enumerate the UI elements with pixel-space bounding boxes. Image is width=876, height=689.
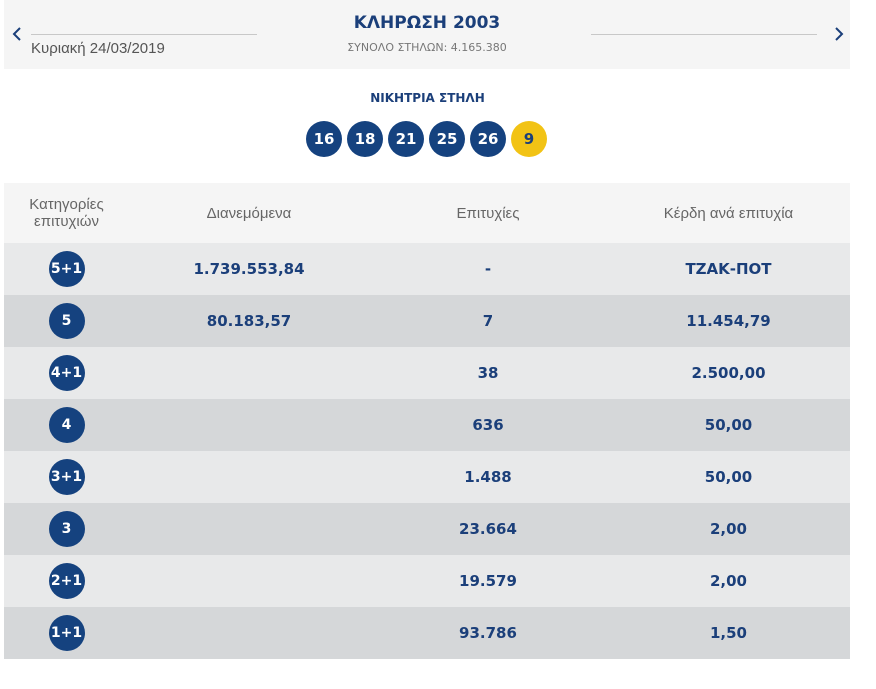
winners-cell: 636 — [472, 416, 504, 434]
winning-number-ball: 18 — [347, 121, 383, 157]
distributed-cell: 80.183,57 — [206, 312, 292, 330]
winners-cell: 7 — [482, 312, 494, 330]
table-row: 2+1 19.579 2,00 — [4, 555, 850, 607]
winners-cell: 38 — [477, 364, 499, 382]
winners-cell: - — [484, 260, 492, 278]
winning-number-ball: 16 — [306, 121, 342, 157]
winners-cell: 1.488 — [464, 468, 512, 486]
category-badge: 2+1 — [48, 563, 85, 599]
header-winners: Επιτυχίες — [456, 204, 520, 222]
prize-cell: 1,50 — [709, 624, 747, 642]
prize-cell: 50,00 — [704, 468, 753, 486]
winning-column-label: ΝΙΚΗΤΡΙΑ ΣΤΗΛΗ — [370, 91, 485, 105]
prize-cell: 50,00 — [704, 416, 753, 434]
prize-cell: 2.500,00 — [691, 364, 766, 382]
table-row: 5 80.183,57 7 11.454,79 — [4, 295, 850, 347]
table-row: 3 23.664 2,00 — [4, 503, 850, 555]
header-categories: Κατηγορίες επιτυχιών — [29, 196, 104, 230]
category-badge: 3+1 — [48, 459, 85, 495]
winning-number-ball: 21 — [388, 121, 424, 157]
table-row: 5+1 1.739.553,84 - ΤΖΑΚ-ΠΟΤ — [4, 243, 850, 295]
draw-date: Κυριακή 24/03/2019 — [31, 40, 165, 57]
table-row: 1+1 93.786 1,50 — [4, 607, 850, 659]
table-row: 3+1 1.488 50,00 — [4, 451, 850, 503]
divider-right — [591, 34, 817, 35]
draw-header: Κυριακή 24/03/2019 ΚΛΗΡΩΣΗ 2003 ΣΥΝΟΛΟ Σ… — [4, 0, 850, 69]
next-draw-arrow-icon[interactable] — [828, 20, 848, 48]
prize-table: Κατηγορίες επιτυχιών Διανεμόμενα Επιτυχί… — [4, 183, 850, 659]
winners-cell: 93.786 — [459, 624, 517, 642]
previous-draw-arrow-icon[interactable] — [8, 20, 28, 48]
category-badge: 3 — [48, 511, 85, 547]
winning-numbers: 16 18 21 25 26 9 — [306, 121, 547, 157]
winners-cell: 23.664 — [459, 520, 517, 538]
category-badge: 1+1 — [48, 615, 85, 651]
total-columns: ΣΥΝΟΛΟ ΣΤΗΛΩΝ: 4.165.380 — [347, 41, 507, 54]
category-badge: 5 — [48, 303, 85, 339]
category-badge: 4+1 — [48, 355, 85, 391]
table-row: 4 636 50,00 — [4, 399, 850, 451]
prize-cell: 11.454,79 — [686, 312, 771, 330]
prize-cell: ΤΖΑΚ-ΠΟΤ — [685, 260, 772, 278]
prize-cell: 2,00 — [709, 520, 747, 538]
header-prize: Κέρδη ανά επιτυχία — [663, 204, 794, 222]
distributed-cell: 1.739.553,84 — [193, 260, 305, 278]
prize-cell: 2,00 — [709, 572, 747, 590]
table-row: 4+1 38 2.500,00 — [4, 347, 850, 399]
draw-title: ΚΛΗΡΩΣΗ 2003 — [353, 13, 501, 33]
header-distributed: Διανεμόμενα — [206, 204, 292, 222]
joker-number-ball: 9 — [511, 121, 547, 157]
category-badge: 4 — [48, 407, 85, 443]
category-badge: 5+1 — [48, 251, 85, 287]
winning-number-ball: 26 — [470, 121, 506, 157]
winners-cell: 19.579 — [459, 572, 517, 590]
divider-left — [31, 34, 257, 35]
winning-number-ball: 25 — [429, 121, 465, 157]
table-header: Κατηγορίες επιτυχιών Διανεμόμενα Επιτυχί… — [4, 183, 850, 243]
